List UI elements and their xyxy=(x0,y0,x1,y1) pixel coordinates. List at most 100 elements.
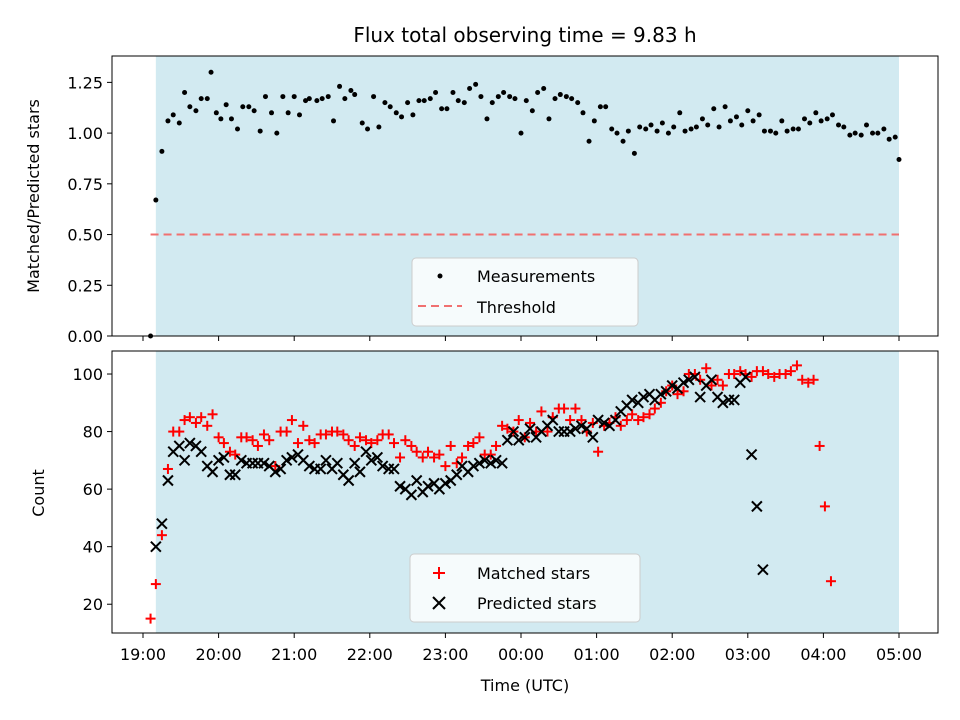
matched-star-point xyxy=(457,452,468,463)
matched-star-point xyxy=(615,420,626,431)
matched-star-point xyxy=(156,530,167,541)
matched-star-point xyxy=(717,380,728,391)
measurement-point xyxy=(187,104,193,110)
measurement-point xyxy=(228,116,234,122)
bottom-y-tick-label: 100 xyxy=(72,365,103,384)
matched-star-point xyxy=(559,403,570,414)
predicted-star-point xyxy=(218,451,230,464)
bottom-y-tick-label: 80 xyxy=(83,423,103,442)
predicted-star-point xyxy=(637,391,650,403)
predicted-star-point xyxy=(206,466,219,478)
predicted-star-point xyxy=(587,431,599,444)
measurement-point xyxy=(461,100,467,106)
predicted-star-point xyxy=(705,374,718,386)
matched-star-point xyxy=(542,426,553,437)
predicted-star-point xyxy=(229,469,241,481)
measurement-point xyxy=(603,104,609,110)
measurement-point xyxy=(591,118,597,124)
measurement-point xyxy=(779,118,785,124)
top-y-tick-label: 0.25 xyxy=(67,276,103,295)
measurement-point xyxy=(410,112,416,118)
measurement-point xyxy=(841,124,847,130)
measurement-point xyxy=(170,112,176,118)
x-tick-label: 00:00 xyxy=(498,645,544,664)
measurement-point xyxy=(240,104,246,110)
predicted-star-point xyxy=(479,454,491,467)
measurement-point xyxy=(727,118,733,124)
predicted-star-point xyxy=(365,454,378,467)
predicted-star-point xyxy=(473,457,486,469)
measurement-point xyxy=(348,87,354,93)
x-axis-label: Time (UTC) xyxy=(480,676,569,695)
measurement-point xyxy=(563,94,569,100)
measurement-point xyxy=(597,104,603,110)
matched-star-point xyxy=(366,438,377,449)
predicted-star-point xyxy=(280,454,293,467)
predicted-star-point xyxy=(490,454,502,467)
x-tick-label: 21:00 xyxy=(271,645,317,664)
measurement-point xyxy=(609,126,615,132)
predicted-star-point xyxy=(451,469,463,481)
measurement-point xyxy=(870,130,876,136)
measurement-point xyxy=(314,98,320,104)
matched-star-point xyxy=(644,409,655,420)
predicted-star-point xyxy=(689,371,701,383)
predicted-star-point xyxy=(162,474,174,487)
matched-star-point xyxy=(638,412,649,423)
measurement-point xyxy=(223,102,229,108)
bottom-y-tick-label: 20 xyxy=(83,595,103,614)
predicted-star-point xyxy=(354,466,366,478)
predicted-star-point xyxy=(314,463,327,475)
legend-predicted-marker xyxy=(432,596,446,610)
matched-star-point xyxy=(463,440,474,451)
matched-star-point xyxy=(672,389,683,400)
measurement-point xyxy=(580,110,586,116)
measurement-point xyxy=(637,124,643,130)
measurement-point xyxy=(699,116,705,122)
predicted-star-point xyxy=(564,425,576,438)
matched-star-point xyxy=(785,366,796,377)
matched-star-point xyxy=(712,374,723,385)
matched-star-point xyxy=(258,429,269,440)
predicted-star-point xyxy=(388,463,400,475)
predicted-star-point xyxy=(575,420,588,432)
matched-star-point xyxy=(633,415,644,426)
measurement-point xyxy=(235,126,240,132)
matched-star-point xyxy=(819,501,830,512)
predicted-star-point xyxy=(581,422,593,435)
predicted-star-point xyxy=(212,454,225,467)
x-tick-label: 22:00 xyxy=(347,645,393,664)
measurement-point xyxy=(213,110,219,116)
measurement-point xyxy=(467,85,473,91)
measurement-point xyxy=(790,126,796,132)
measurement-point xyxy=(444,106,450,112)
predicted-star-point xyxy=(371,451,384,464)
matched-star-point xyxy=(565,415,576,426)
predicted-star-point xyxy=(609,414,622,426)
measurement-point xyxy=(285,110,291,116)
matched-star-point xyxy=(434,449,445,460)
matched-star-point xyxy=(593,446,604,457)
matched-star-point xyxy=(184,412,195,423)
matched-star-point xyxy=(207,409,218,420)
predicted-star-point xyxy=(235,454,247,467)
measurement-point xyxy=(382,100,388,106)
measurement-point xyxy=(881,126,887,132)
x-tick-label: 04:00 xyxy=(800,645,846,664)
measurement-point xyxy=(251,108,257,114)
measurement-point xyxy=(836,122,842,128)
predicted-star-point xyxy=(405,489,418,501)
measurement-point xyxy=(665,130,671,136)
predicted-star-point xyxy=(274,463,287,475)
measurement-point xyxy=(711,106,717,112)
matched-star-point xyxy=(213,432,224,443)
measurement-point xyxy=(337,83,343,89)
measurement-point xyxy=(535,90,541,96)
bottom-legend-box xyxy=(409,553,641,623)
matched-star-point xyxy=(576,415,587,426)
predicted-star-point xyxy=(286,451,298,464)
matched-star-point xyxy=(735,366,746,377)
predicted-star-point xyxy=(410,474,423,487)
matched-star-point xyxy=(354,432,365,443)
predicted-star-point xyxy=(598,417,610,429)
